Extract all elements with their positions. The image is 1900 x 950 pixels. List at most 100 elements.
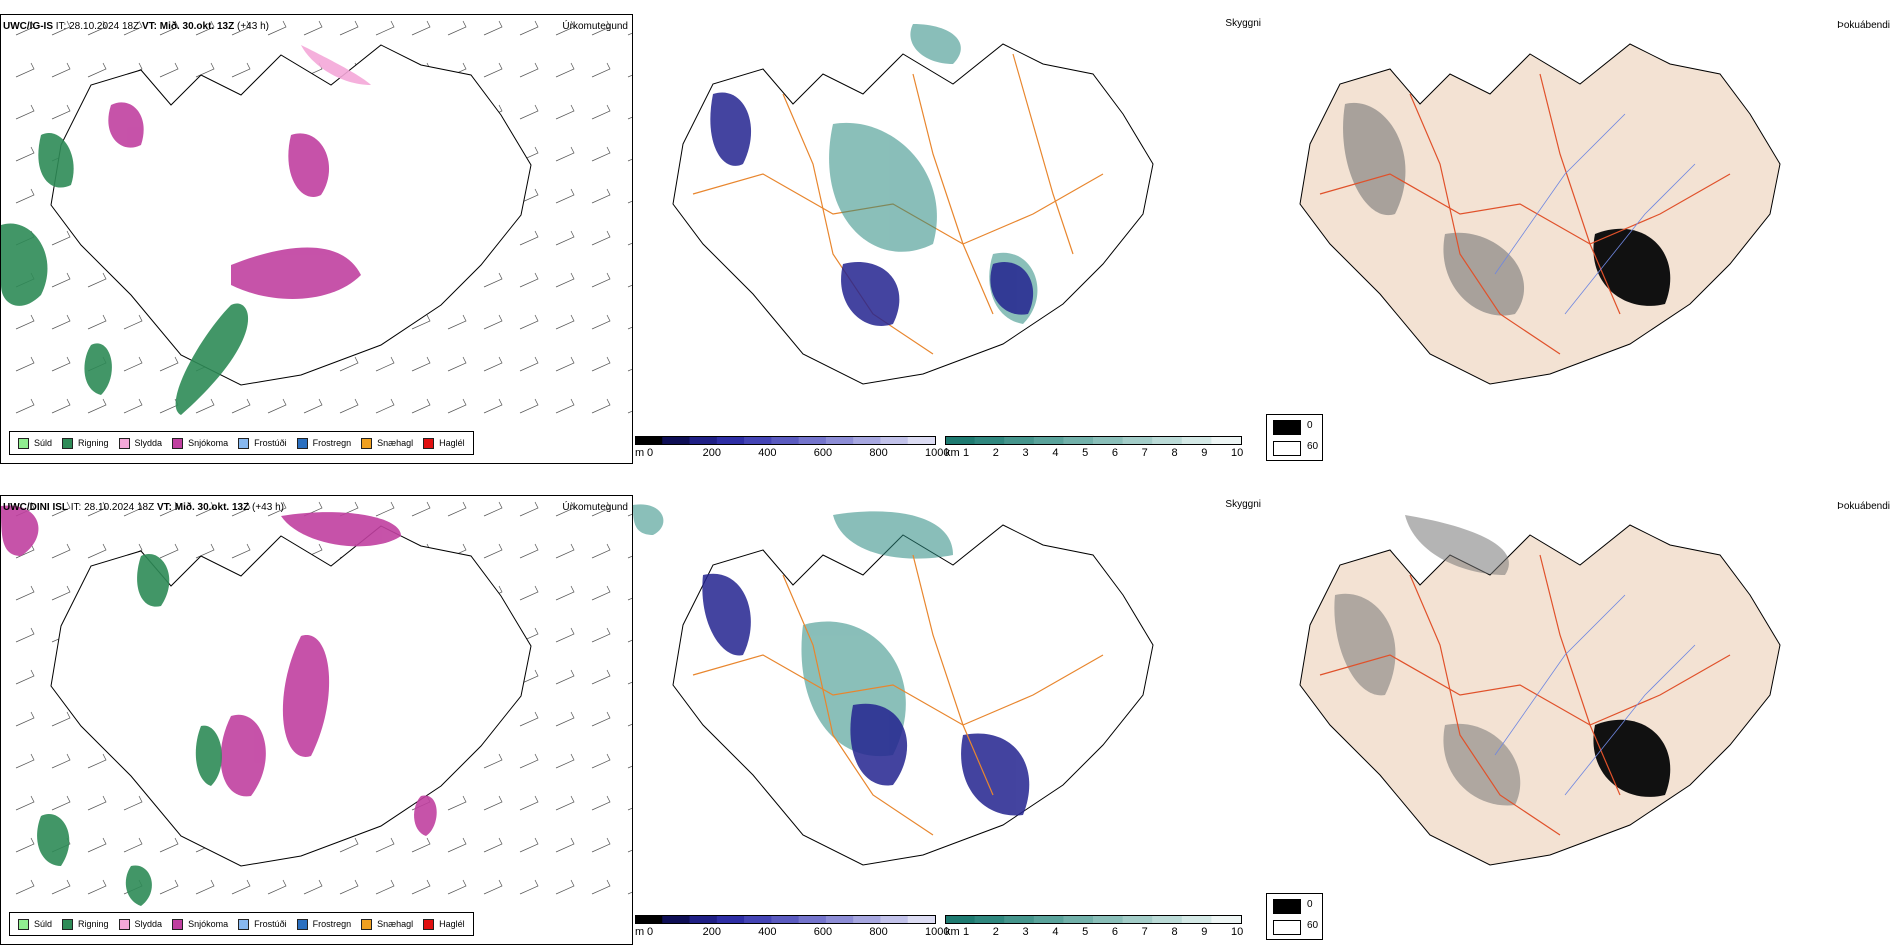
wind-barb <box>375 501 395 517</box>
wind-barb <box>267 398 287 414</box>
legend-item: Snæhagl <box>361 437 413 449</box>
colorbar-segment <box>662 436 691 445</box>
legend-item: Frostúði <box>238 437 287 449</box>
wind-barb <box>411 501 431 517</box>
legend-swatch <box>361 437 373 449</box>
wind-barb <box>231 543 251 559</box>
legend-item: Snæhagl <box>361 918 413 930</box>
legend-item: Haglél <box>423 918 465 930</box>
legend-label: Rigning <box>78 438 109 448</box>
legend-swatch <box>18 918 29 930</box>
wind-barb <box>483 795 503 811</box>
wind-barb <box>267 501 287 517</box>
legend-label: Rigning <box>78 919 109 929</box>
wind-barb <box>591 795 611 811</box>
colorbar-segment <box>1152 436 1183 445</box>
wind-barb <box>555 146 575 162</box>
wind-barb <box>555 543 575 559</box>
wind-barb <box>15 585 35 601</box>
roads <box>1319 554 1731 836</box>
wind-barb <box>267 879 287 895</box>
wind-barb <box>15 669 35 685</box>
colorbar-segment <box>974 915 1005 924</box>
precip-map-bottom <box>1 501 632 906</box>
wind-barb <box>519 272 539 288</box>
wind-barb <box>195 62 215 78</box>
colorbar-segment <box>880 436 909 445</box>
colorbar-segment <box>662 915 691 924</box>
colorbar-segment <box>798 436 827 445</box>
fog-map-bottom <box>1299 515 1781 866</box>
wind-barb <box>15 795 35 811</box>
wind-barb <box>51 104 71 120</box>
wind-barb <box>591 356 611 372</box>
wind-barb <box>519 837 539 853</box>
wind-barb <box>591 879 611 895</box>
wind-barb <box>51 62 71 78</box>
wind-barb <box>303 879 323 895</box>
wind-barb <box>591 62 611 78</box>
wind-barb <box>339 356 359 372</box>
wind-barb <box>519 230 539 246</box>
panel-title: Úrkomutegund <box>562 502 628 513</box>
wind-barb <box>483 356 503 372</box>
wind-barb <box>15 62 35 78</box>
wind-barb <box>87 398 107 414</box>
colorbar-segment <box>880 915 909 924</box>
wind-barb <box>555 585 575 601</box>
legend-item: Haglél <box>423 437 465 449</box>
wind-barb <box>15 188 35 204</box>
colorbar-segment <box>1004 436 1035 445</box>
wind-barb <box>447 314 467 330</box>
legend-swatch <box>361 918 373 930</box>
colorbar-tick: 800 <box>869 447 888 459</box>
legend-label: Súld <box>34 438 53 448</box>
wind-barb <box>555 20 575 36</box>
colorbar-segment <box>716 436 745 445</box>
wind-barb <box>87 879 107 895</box>
wind-barb <box>15 356 35 372</box>
colorbar-segment <box>716 915 745 924</box>
wind-barb <box>591 104 611 120</box>
panel-title: Þokuábendi <box>1837 20 1890 31</box>
wind-barb <box>411 837 431 853</box>
wind-barb <box>51 501 71 517</box>
legend-label: Snjókoma <box>188 919 229 929</box>
colorbar-segment <box>1122 915 1153 924</box>
colorbar-tick: 0 <box>647 926 654 938</box>
wind-barb <box>519 795 539 811</box>
wind-barb <box>51 795 71 811</box>
wind-barb <box>591 230 611 246</box>
colorbar-segment <box>1093 436 1124 445</box>
colorbar-tick: 5 <box>1082 447 1089 459</box>
wind-barb <box>231 20 251 36</box>
wind-barb <box>411 314 431 330</box>
colorbar-segment <box>853 436 881 445</box>
precip-map-top <box>1 20 632 415</box>
fog-shading <box>1334 515 1521 806</box>
legend-swatch <box>62 437 74 449</box>
wind-barb <box>411 20 431 36</box>
colorbar-segment <box>907 436 936 445</box>
colorbar-segment <box>1211 436 1242 445</box>
wind-barb <box>591 501 611 517</box>
ceiling-colorbar: m 0 200 400 600 800 1000 <box>635 436 949 464</box>
wind-barb <box>591 753 611 769</box>
ceiling-colorbar: m 0 200 400 600 800 1000 <box>635 915 949 943</box>
wind-barb <box>519 188 539 204</box>
colorbar-segment <box>1033 436 1064 445</box>
wind-barb <box>483 314 503 330</box>
wind-barb <box>15 837 35 853</box>
wind-barb <box>483 753 503 769</box>
panel-title: Úrkomutegund <box>562 21 628 32</box>
colorbar-tick: 600 <box>813 926 833 938</box>
wind-barb <box>87 543 107 559</box>
wind-barb <box>555 272 575 288</box>
legend-item: Frostregn <box>296 437 351 449</box>
wind-barb <box>123 795 143 811</box>
legend-label: Frostúði <box>254 919 287 929</box>
colorbar-segment <box>798 915 827 924</box>
colorbar-tick: 1 <box>963 926 970 938</box>
visibility-map-bottom <box>633 504 1154 866</box>
